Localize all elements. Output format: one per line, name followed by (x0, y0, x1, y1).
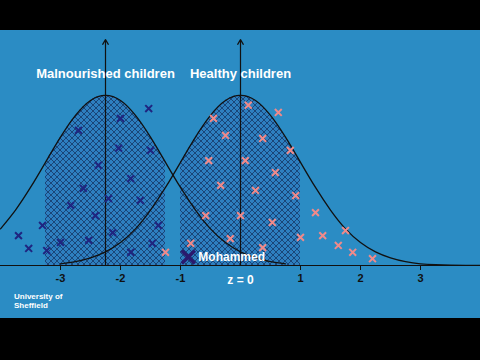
svg-text:-1: -1 (176, 272, 186, 284)
svg-text:3: 3 (417, 272, 423, 284)
svg-text:1: 1 (297, 272, 303, 284)
svg-text:2: 2 (357, 272, 363, 284)
svg-text:Malnourished children: Malnourished children (36, 66, 175, 81)
html-text:University of Sheffield: University of Sheffield (14, 292, 63, 310)
svg-text:-2: -2 (116, 272, 126, 284)
svg-text:z = 0: z = 0 (227, 273, 254, 287)
svg-text:Mohammed: Mohammed (198, 250, 265, 264)
svg-text:Healthy children: Healthy children (190, 66, 291, 81)
svg-text:-3: -3 (56, 272, 66, 284)
